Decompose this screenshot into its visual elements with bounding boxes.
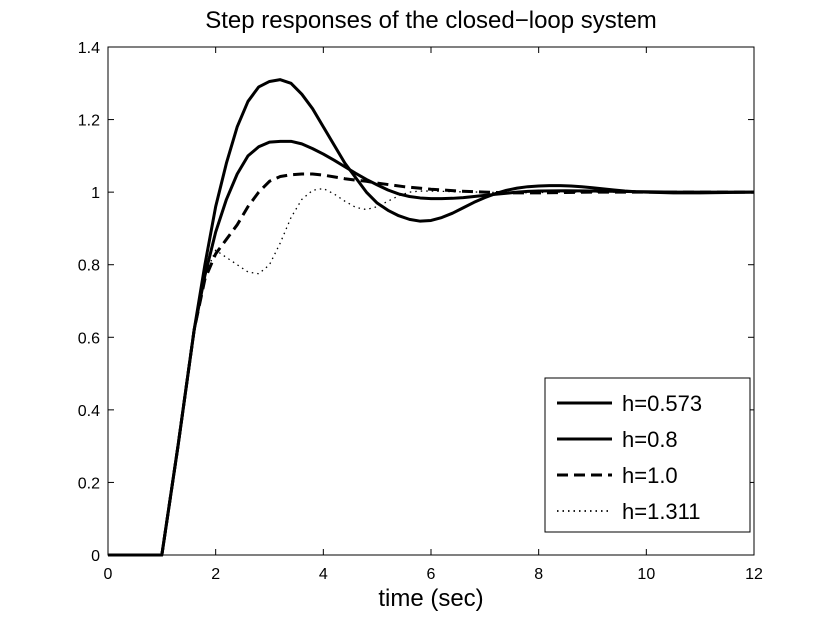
x-tick-label: 6 bbox=[427, 566, 436, 583]
y-tick-label: 1 bbox=[91, 185, 100, 202]
x-tick-label: 2 bbox=[211, 566, 220, 583]
series-line-2 bbox=[108, 139, 754, 557]
legend: h=0.573 h=0.8 h=1.0 h=1.311 bbox=[544, 377, 751, 533]
ticks-layer: 0 2 4 6 8 10 12 0 0.2 0.4 0.6 0.8 1 1.2 1.4 bbox=[78, 40, 763, 583]
y-tick-label: 1.4 bbox=[78, 40, 100, 57]
y-tick-label: 0.8 bbox=[78, 258, 100, 275]
x-tick-label: 4 bbox=[319, 566, 328, 583]
series-line-4 bbox=[108, 187, 754, 556]
legend-label-3: h=1.0 bbox=[622, 463, 678, 488]
y-tick-label: 0.6 bbox=[78, 330, 100, 347]
chart-title: Step responses of the closed−loop system bbox=[205, 7, 657, 34]
legend-label-1: h=0.573 bbox=[622, 391, 702, 416]
y-tick-label: 0 bbox=[91, 548, 100, 565]
y-tick-label: 0.2 bbox=[78, 475, 100, 492]
x-tick-label: 12 bbox=[745, 566, 763, 583]
y-tick-label: 1.2 bbox=[78, 113, 100, 130]
legend-label-4: h=1.311 bbox=[622, 499, 701, 524]
x-tick-label: 0 bbox=[104, 566, 113, 583]
legend-label-2: h=0.8 bbox=[622, 427, 678, 452]
y-tick-label: 0.4 bbox=[78, 403, 100, 420]
series-line-1 bbox=[108, 78, 755, 557]
x-tick-label: 8 bbox=[534, 566, 543, 583]
x-axis-label: time (sec) bbox=[378, 585, 483, 612]
series-layer bbox=[108, 78, 755, 557]
x-tick-label: 10 bbox=[637, 566, 655, 583]
series-line-3 bbox=[108, 172, 754, 557]
